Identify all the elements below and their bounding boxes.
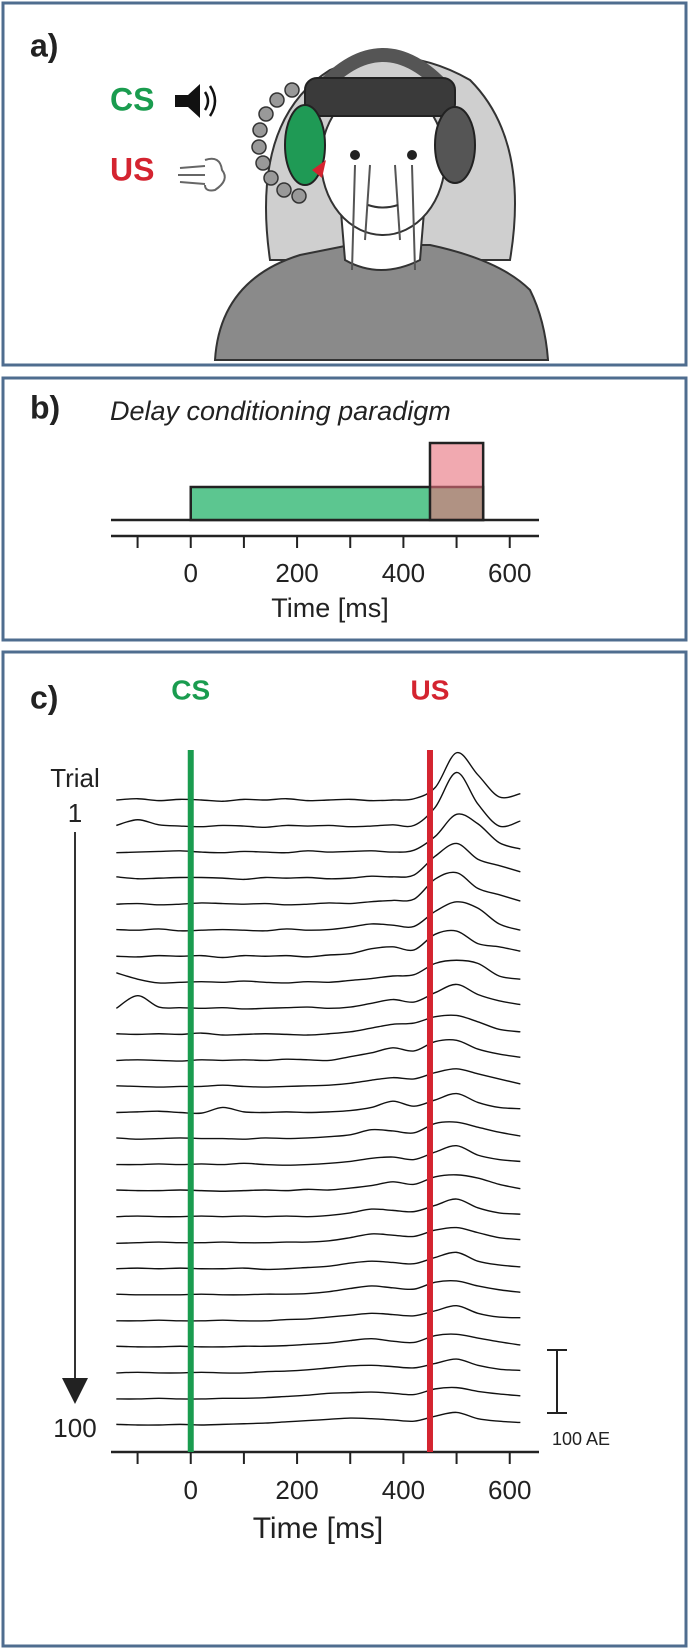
y-axis-label: Trial bbox=[50, 763, 100, 793]
x-tick-label: 0 bbox=[184, 558, 198, 588]
trace bbox=[116, 1333, 521, 1348]
panel-c bbox=[1, 650, 688, 1648]
cs-label: CS bbox=[110, 81, 154, 117]
x-axis-label: Time [ms] bbox=[271, 593, 389, 623]
chart-title: Delay conditioning paradigm bbox=[110, 396, 451, 426]
trace bbox=[116, 901, 521, 932]
trace bbox=[116, 1305, 521, 1322]
trace bbox=[116, 1386, 521, 1400]
event-label: CS bbox=[171, 674, 210, 705]
trace bbox=[116, 771, 521, 829]
event-label: US bbox=[411, 674, 450, 705]
trace bbox=[116, 1251, 521, 1271]
panel-label: b) bbox=[30, 389, 60, 425]
trace bbox=[116, 1068, 521, 1088]
trace bbox=[116, 1092, 521, 1115]
trace bbox=[115, 983, 521, 1010]
trial-arrow-head bbox=[62, 1378, 88, 1404]
x-tick-label: 600 bbox=[488, 1475, 531, 1505]
x-tick-label: 400 bbox=[382, 1475, 425, 1505]
illustration bbox=[175, 48, 550, 361]
x-tick-label: 200 bbox=[275, 1475, 318, 1505]
x-tick-label: 0 bbox=[184, 1475, 198, 1505]
trace bbox=[116, 1411, 521, 1426]
trace bbox=[116, 752, 521, 802]
trace bbox=[116, 1174, 521, 1192]
panel-label: c) bbox=[30, 679, 58, 715]
trace bbox=[116, 1014, 521, 1036]
x-tick-label: 600 bbox=[488, 558, 531, 588]
first-trial-label: 1 bbox=[68, 798, 82, 828]
trace bbox=[116, 871, 521, 906]
x-axis-label: Time [ms] bbox=[253, 1512, 384, 1545]
trace bbox=[116, 842, 521, 881]
scale-bar-label: 100 AE bbox=[552, 1429, 610, 1449]
trace bbox=[116, 1198, 521, 1218]
trace bbox=[116, 1144, 521, 1166]
interval bbox=[428, 441, 485, 522]
trace bbox=[116, 1279, 521, 1296]
trace bbox=[116, 929, 521, 959]
x-tick-label: 400 bbox=[382, 558, 425, 588]
trace bbox=[116, 813, 521, 854]
trace bbox=[116, 1358, 521, 1374]
panel-label: a) bbox=[30, 27, 58, 63]
us-label: US bbox=[110, 151, 154, 187]
trace bbox=[116, 959, 521, 984]
trace bbox=[116, 1038, 521, 1062]
trace bbox=[116, 1226, 521, 1245]
trace bbox=[116, 1121, 521, 1140]
x-tick-label: 200 bbox=[275, 558, 318, 588]
last-trial-label: 100 bbox=[53, 1413, 96, 1443]
